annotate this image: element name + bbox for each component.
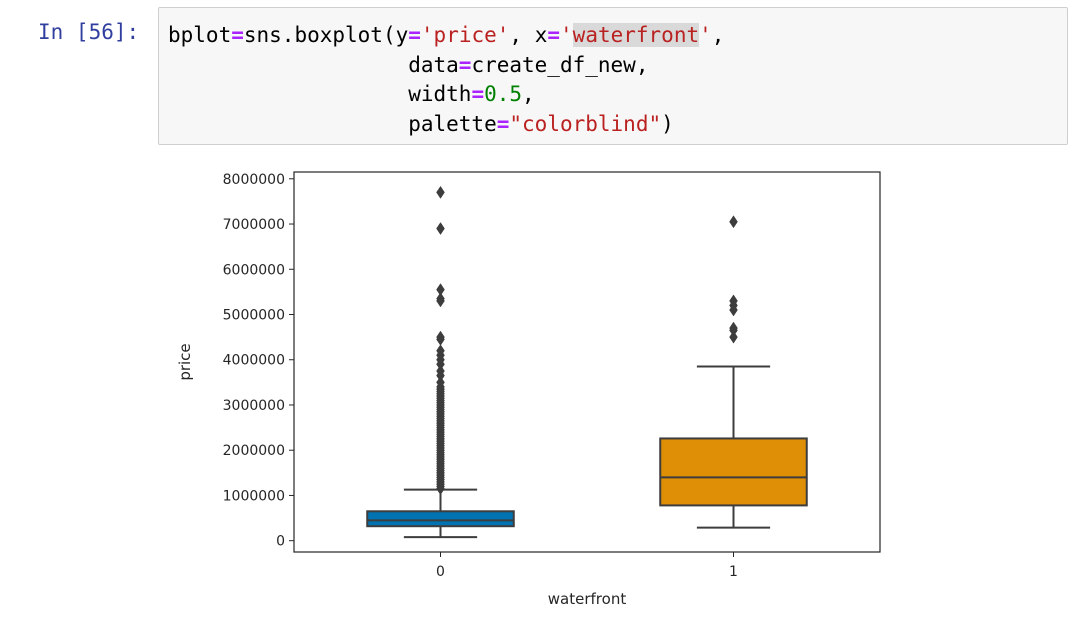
y-tick-label: 2000000 bbox=[223, 443, 285, 459]
outlier-point bbox=[436, 292, 445, 306]
code-token: palette bbox=[168, 111, 497, 136]
box bbox=[659, 437, 808, 507]
x-tick-label: 1 bbox=[729, 564, 738, 580]
y-tick-label: 3000000 bbox=[223, 398, 285, 414]
boxplot-chart: 0 1000000 2000000 3000000 4000000 5000000 6000… bbox=[176, 171, 881, 608]
code-token: , x bbox=[509, 23, 548, 47]
x-tick-label: 0 bbox=[436, 564, 445, 580]
box-group-1 bbox=[659, 215, 808, 529]
code-token: data bbox=[168, 52, 459, 77]
y-tick-label: 6000000 bbox=[223, 262, 285, 278]
plot-area bbox=[366, 185, 808, 539]
y-tick-label: 5000000 bbox=[223, 308, 285, 324]
code-token: = bbox=[458, 52, 472, 77]
code-token: , bbox=[522, 82, 535, 106]
y-tick-label: 4000000 bbox=[223, 353, 285, 369]
y-axis: 0 1000000 2000000 3000000 4000000 5000000 6000… bbox=[223, 172, 294, 550]
code-cell-input[interactable]: bplot=sns.boxplot(y='price', x='waterfro… bbox=[158, 7, 1068, 145]
outlier-point bbox=[436, 330, 445, 344]
code-token: waterfront bbox=[572, 23, 700, 47]
code-token: ) bbox=[661, 111, 674, 136]
outlier-point bbox=[436, 283, 445, 297]
code-token: ' bbox=[699, 23, 712, 47]
outlier-point bbox=[729, 215, 738, 229]
outlier-point bbox=[729, 330, 738, 344]
code-token: ' bbox=[560, 23, 573, 47]
cell-prompt: In [56]: bbox=[38, 20, 140, 44]
x-axis-label: waterfront bbox=[548, 590, 627, 608]
code-token: , bbox=[711, 23, 725, 47]
code-token: = bbox=[547, 23, 561, 47]
y-tick-label: 7000000 bbox=[223, 217, 285, 233]
outlier-point bbox=[436, 222, 445, 235]
y-tick-label: 8000000 bbox=[223, 172, 285, 188]
outlier-point bbox=[436, 364, 445, 378]
code-token: = bbox=[408, 23, 421, 47]
axes-frame bbox=[293, 171, 881, 553]
outlier-point bbox=[436, 185, 445, 199]
code-editor[interactable]: bplot=sns.boxplot(y='price', x='waterfro… bbox=[168, 21, 724, 139]
code-token: 0.5 bbox=[484, 82, 523, 106]
outlier-point bbox=[729, 321, 738, 335]
box-group-0 bbox=[366, 185, 515, 539]
code-token: = bbox=[496, 111, 510, 136]
outlier-point bbox=[729, 294, 738, 308]
outlier-point bbox=[436, 344, 445, 358]
y-axis-label: price bbox=[176, 343, 194, 380]
y-tick-label: 1000000 bbox=[223, 488, 285, 504]
code-token: create_df_new, bbox=[471, 52, 649, 77]
outlier-point bbox=[436, 375, 445, 389]
code-token: = bbox=[231, 23, 244, 47]
code-token: sns.boxplot(y bbox=[243, 23, 409, 47]
y-tick-label: 0 bbox=[276, 534, 285, 550]
code-token: width bbox=[168, 82, 472, 106]
code-token: bplot bbox=[168, 23, 232, 47]
code-token: = bbox=[471, 82, 485, 106]
box bbox=[366, 510, 515, 528]
code-token: 'price' bbox=[420, 23, 510, 47]
code-token: "colorblind" bbox=[509, 111, 662, 136]
